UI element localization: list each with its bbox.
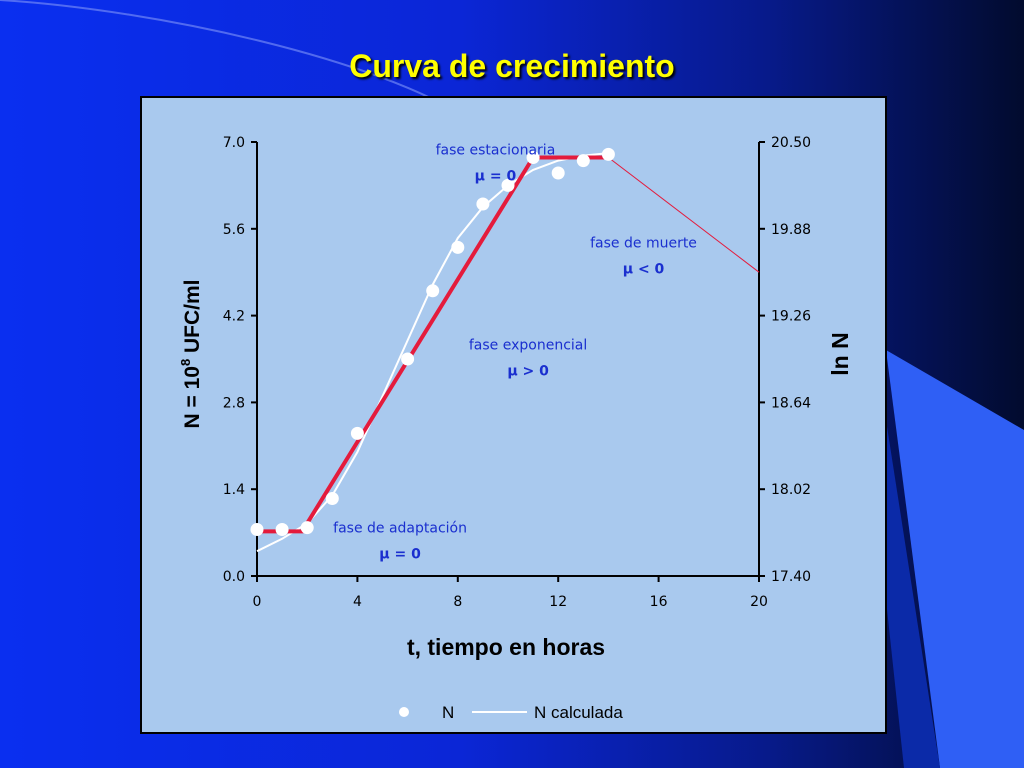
y2-tick-label: 17.40	[771, 569, 811, 585]
labels: t, tiempo en horas N = 108 UFC/ml ln N f…	[178, 142, 853, 660]
data-point-n	[601, 147, 615, 161]
y-tick-label: 2.8	[223, 395, 245, 411]
y2-tick-label: 18.64	[771, 395, 811, 411]
data-point-n	[325, 492, 339, 505]
legend-label-n-calculada: N calculada	[534, 703, 623, 722]
legend-label-n: N	[442, 703, 454, 722]
data-point-n	[401, 352, 415, 366]
chart-panel: 0.0 1.4 2.8 4.2 5.6 7.0 17.40 18.02 18.64 19.26 19…	[140, 96, 887, 734]
data-point-n	[551, 166, 565, 180]
y-axis-title: N = 108 UFC/ml	[178, 279, 204, 428]
x-tick-label: 0	[253, 594, 262, 610]
phase-mu-label: µ = 0	[475, 168, 517, 184]
y2-tick-label: 20.50	[771, 135, 811, 151]
slide-title: Curva de crecimiento	[349, 48, 675, 84]
data-point-n	[350, 426, 364, 440]
y-tick-label: 7.0	[223, 135, 245, 151]
phase-mu-label: µ < 0	[623, 261, 665, 277]
phase-label: fase de muerte	[590, 235, 697, 251]
y-tick-label: 4.2	[223, 309, 245, 325]
y2-tick-label: 18.02	[771, 482, 811, 498]
data-point-n	[576, 154, 590, 168]
x-tick-label: 4	[353, 594, 362, 610]
y2-tick-label: 19.26	[771, 309, 811, 325]
data-point-n	[526, 151, 540, 164]
x-tick-label: 16	[650, 594, 668, 610]
x-tick-label: 12	[549, 594, 567, 610]
data-point-n	[275, 523, 289, 536]
y2-axis-title: ln N	[827, 332, 853, 375]
y2-tick-label: 19.88	[771, 222, 811, 238]
y-axis-title-suffix: UFC/ml	[181, 279, 204, 358]
x-tick-label: 20	[750, 594, 768, 610]
phase-label: fase estacionaria	[436, 142, 556, 158]
y-axis-title-exponent: 8	[178, 359, 193, 366]
data-point-n	[451, 240, 465, 254]
death-phase-line	[608, 157, 760, 273]
data-point-n	[250, 523, 264, 536]
phase-label: fase de adaptación	[333, 521, 467, 537]
phase-mu-label: µ = 0	[379, 547, 421, 563]
legend-marker-n	[399, 707, 409, 717]
phase-label: fase exponencial	[469, 338, 587, 354]
data-point-n	[476, 197, 490, 211]
y-tick-label: 5.6	[223, 222, 245, 238]
legend: N N calculada	[399, 703, 623, 722]
data-point-n	[426, 284, 440, 298]
phase-mu-label: µ > 0	[507, 364, 549, 380]
growth-curve-chart: 0.0 1.4 2.8 4.2 5.6 7.0 17.40 18.02 18.64 19.26 19…	[178, 135, 853, 722]
y-tick-label: 1.4	[223, 482, 245, 498]
axes: 0.0 1.4 2.8 4.2 5.6 7.0 17.40 18.02 18.64 19.26 19…	[223, 135, 811, 610]
data-point-n	[300, 521, 314, 535]
x-tick-label: 8	[453, 594, 462, 610]
y-axis-title-prefix: N = 10	[181, 366, 204, 428]
series	[250, 147, 760, 553]
data-point-n	[501, 178, 515, 192]
x-axis-title: t, tiempo en horas	[407, 634, 605, 660]
y-tick-label: 0.0	[223, 569, 245, 585]
